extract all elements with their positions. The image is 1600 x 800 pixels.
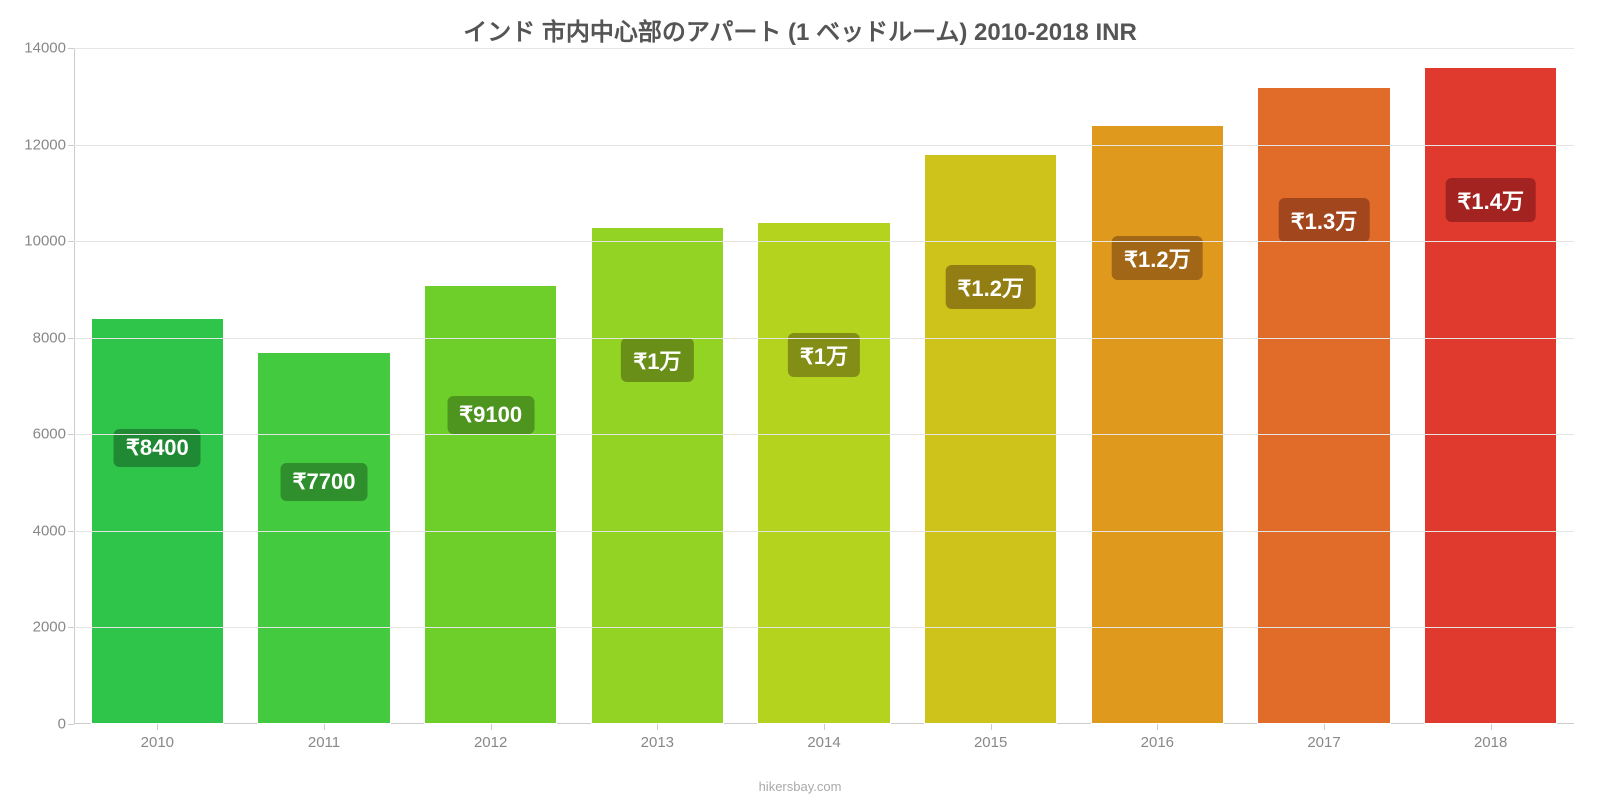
y-tick bbox=[68, 627, 74, 628]
value-badge: ₹1万 bbox=[788, 333, 860, 377]
bar: ₹7700 bbox=[257, 352, 390, 724]
value-badge: ₹1.2万 bbox=[945, 265, 1036, 309]
x-tick-label: 2016 bbox=[1141, 734, 1174, 751]
x-tick-label: 2017 bbox=[1307, 734, 1340, 751]
y-tick-label: 12000 bbox=[24, 136, 66, 153]
y-tick bbox=[68, 434, 74, 435]
y-tick-label: 8000 bbox=[33, 329, 66, 346]
bars-group: ₹8400 ₹7700 ₹9100 ₹1万 ₹1万 ₹1.2万 ₹1.2万 ₹1.3万 ₹1.4… bbox=[74, 48, 1574, 724]
y-tick bbox=[68, 338, 74, 339]
x-tick bbox=[324, 724, 325, 730]
x-tick bbox=[1157, 724, 1158, 730]
value-badge: ₹1.4万 bbox=[1445, 178, 1536, 222]
y-tick bbox=[68, 145, 74, 146]
value-badge: ₹9100 bbox=[447, 396, 534, 434]
bar: ₹1万 bbox=[757, 222, 890, 724]
bar: ₹1万 bbox=[591, 227, 724, 724]
y-tick bbox=[68, 724, 74, 725]
x-tick-label: 2012 bbox=[474, 734, 507, 751]
x-tick bbox=[491, 724, 492, 730]
bar-chart: インド 市内中心部のアパート (1 ベッドルーム) 2010-2018 INR … bbox=[0, 0, 1600, 800]
x-tick bbox=[824, 724, 825, 730]
value-badge: ₹7700 bbox=[281, 463, 368, 501]
value-badge: ₹1.3万 bbox=[1279, 198, 1370, 242]
gridline bbox=[74, 434, 1574, 435]
x-tick bbox=[657, 724, 658, 730]
x-tick bbox=[1324, 724, 1325, 730]
y-tick-label: 0 bbox=[58, 716, 66, 733]
x-tick-label: 2011 bbox=[308, 734, 340, 751]
x-tick-label: 2015 bbox=[974, 734, 1007, 751]
x-tick-label: 2013 bbox=[641, 734, 674, 751]
gridline bbox=[74, 627, 1574, 628]
bar: ₹1.2万 bbox=[924, 154, 1057, 724]
value-badge: ₹1.2万 bbox=[1112, 236, 1203, 280]
plot-area: ₹8400 ₹7700 ₹9100 ₹1万 ₹1万 ₹1.2万 ₹1.2万 ₹1.3万 ₹1.4… bbox=[74, 48, 1574, 724]
gridline bbox=[74, 338, 1574, 339]
y-tick-label: 10000 bbox=[24, 233, 66, 250]
y-tick bbox=[68, 48, 74, 49]
attribution: hikersbay.com bbox=[0, 779, 1600, 794]
y-tick-label: 2000 bbox=[33, 619, 66, 636]
bar: ₹8400 bbox=[91, 318, 224, 724]
x-tick bbox=[1491, 724, 1492, 730]
y-tick-label: 14000 bbox=[24, 40, 66, 57]
y-tick bbox=[68, 241, 74, 242]
gridline bbox=[74, 145, 1574, 146]
value-badge: ₹1万 bbox=[621, 338, 693, 382]
x-tick bbox=[157, 724, 158, 730]
x-tick-label: 2018 bbox=[1474, 734, 1507, 751]
x-tick-label: 2014 bbox=[807, 734, 840, 751]
bar: ₹1.2万 bbox=[1091, 125, 1224, 724]
y-tick-label: 4000 bbox=[33, 522, 66, 539]
gridline bbox=[74, 48, 1574, 49]
y-tick-label: 6000 bbox=[33, 426, 66, 443]
chart-title: インド 市内中心部のアパート (1 ベッドルーム) 2010-2018 INR bbox=[0, 0, 1600, 47]
bar: ₹1.4万 bbox=[1424, 67, 1557, 724]
x-tick-label: 2010 bbox=[141, 734, 174, 751]
gridline bbox=[74, 531, 1574, 532]
gridline bbox=[74, 241, 1574, 242]
y-tick bbox=[68, 531, 74, 532]
x-tick bbox=[991, 724, 992, 730]
bar: ₹9100 bbox=[424, 285, 557, 724]
